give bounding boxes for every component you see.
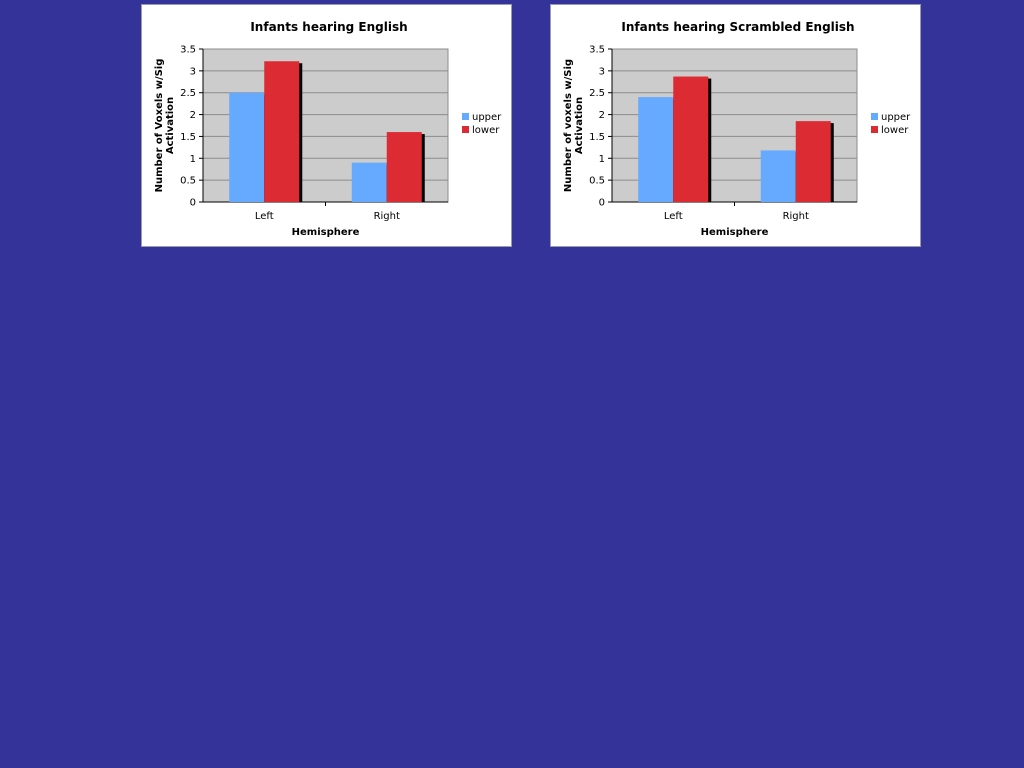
- bar-upper-left: [638, 97, 674, 202]
- y-tick-label: 1: [190, 154, 196, 165]
- y-axis-title-line: Activation: [165, 97, 176, 154]
- y-axis-title-line: Number of Voxels w/Sig: [154, 59, 165, 193]
- legend-swatch-upper: [462, 113, 469, 120]
- y-tick-label: 3.5: [589, 45, 605, 56]
- x-tick-label: Left: [255, 211, 274, 222]
- y-tick-label: 1.5: [589, 132, 605, 143]
- y-tick-label: 0.5: [589, 176, 605, 187]
- y-axis-title: Number of voxels w/SigActivation: [563, 59, 585, 192]
- legend-label-upper: upper: [472, 112, 502, 123]
- bar-chart-scrambled-english: Infants hearing Scrambled English 0 0.5 1 1.…: [563, 20, 911, 238]
- y-axis-title-line: Number of voxels w/Sig: [563, 59, 574, 192]
- x-tick-label: Right: [374, 211, 400, 222]
- bar-chart-english: Infants hearing English 0 0.5 1 1.5 2 2.5 3 3.5 L…: [154, 20, 502, 238]
- y-tick-label: 1.5: [180, 132, 196, 143]
- y-tick-label: 0: [599, 198, 605, 209]
- y-tick-label: 2: [599, 110, 605, 121]
- y-tick-label: 2.5: [180, 88, 196, 99]
- y-tick-label: 0: [190, 198, 196, 209]
- x-axis-title: Hemisphere: [292, 227, 360, 238]
- x-tick-label: Right: [783, 211, 809, 222]
- legend-swatch-upper: [871, 113, 878, 120]
- legend-swatch-lower: [462, 126, 469, 133]
- y-tick-label: 0.5: [180, 176, 196, 187]
- y-axis-title-line: Activation: [574, 97, 585, 154]
- legend-swatch-lower: [871, 126, 878, 133]
- chart-panel-scrambled-english: Infants hearing Scrambled English 0 0.5 1 1.…: [550, 4, 921, 247]
- bar-upper-right: [351, 162, 387, 202]
- y-axis-title: Number of Voxels w/SigActivation: [154, 59, 176, 193]
- y-tick-label: 3: [190, 66, 196, 77]
- y-tick-label: 3: [599, 66, 605, 77]
- chart-panel-english: Infants hearing English 0 0.5 1 1.5 2 2.5 3 3.5 L…: [141, 4, 512, 247]
- bar-lower-right: [795, 121, 831, 202]
- chart-title: Infants hearing English: [250, 20, 407, 34]
- legend-label-lower: lower: [881, 125, 909, 136]
- y-tick-label: 2.5: [589, 88, 605, 99]
- chart-title: Infants hearing Scrambled English: [621, 20, 854, 34]
- y-tick-label: 1: [599, 154, 605, 165]
- bar-upper-right: [760, 150, 796, 202]
- x-tick-label: Left: [664, 211, 683, 222]
- bar-upper-left: [229, 92, 265, 202]
- bar-lower-right: [386, 132, 422, 202]
- bar-lower-left: [673, 76, 709, 202]
- legend-label-lower: lower: [472, 125, 500, 136]
- legend-label-upper: upper: [881, 112, 911, 123]
- y-tick-label: 3.5: [180, 45, 196, 56]
- x-axis-title: Hemisphere: [701, 227, 769, 238]
- bar-lower-left: [264, 61, 300, 202]
- y-tick-label: 2: [190, 110, 196, 121]
